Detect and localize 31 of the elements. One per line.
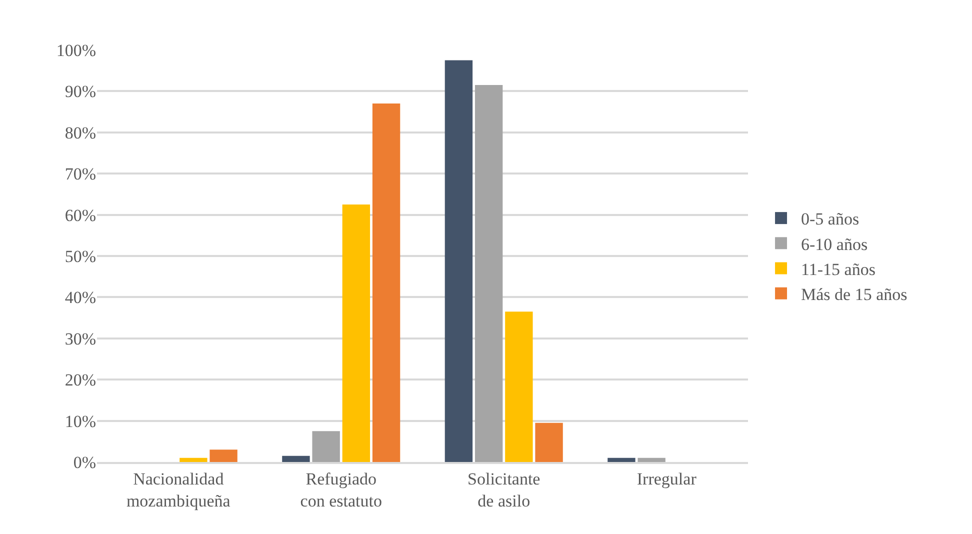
bar: [474, 85, 503, 462]
bar: [505, 312, 533, 462]
legend-label: 0-5 años: [801, 210, 860, 229]
y-tick-label: 10%: [64, 412, 96, 431]
bar: [210, 450, 238, 462]
bar: [444, 60, 473, 462]
y-tick-label: 40%: [64, 288, 96, 308]
y-tick-label: 0%: [73, 452, 96, 472]
y-tick-label: 70%: [64, 164, 96, 184]
x-tick-label: Nacionalidad mozambiqueña: [126, 469, 231, 510]
x-tick-label: Refugiado con estatuto: [300, 469, 382, 510]
y-tick-label: 100%: [56, 40, 96, 60]
y-tick-label: 20%: [64, 370, 96, 390]
legend-label: 11-15 años: [801, 260, 876, 279]
bar: [535, 422, 563, 462]
y-tick-label: 60%: [64, 206, 96, 225]
y-tick-label: 80%: [64, 123, 96, 142]
legend-label: 6-10 años: [801, 234, 868, 254]
y-tick-label: 50%: [64, 246, 96, 266]
bar: [372, 104, 400, 462]
bar: [608, 458, 636, 462]
bar: [180, 458, 208, 462]
y-tick-label: 30%: [64, 329, 96, 348]
bar: [342, 204, 370, 462]
x-tick-label: Solicitante de asilo: [468, 469, 540, 510]
bar: [312, 431, 340, 462]
legend-label: Más de 15 años: [801, 284, 908, 304]
x-tick-label: Irregular: [636, 469, 697, 488]
y-tick-label: 90%: [64, 82, 96, 102]
bar: [282, 456, 310, 462]
bar: [638, 458, 666, 462]
